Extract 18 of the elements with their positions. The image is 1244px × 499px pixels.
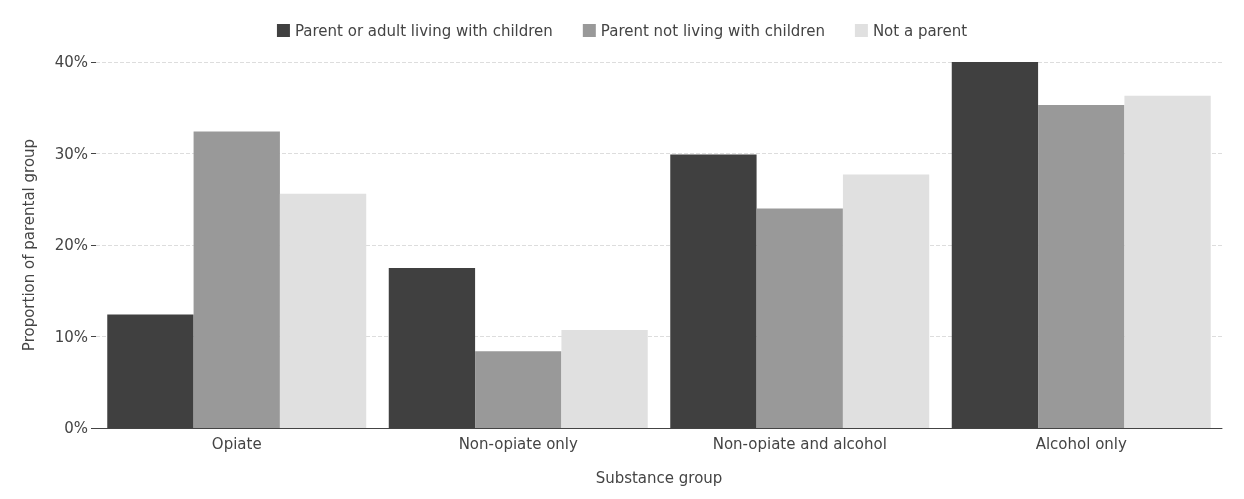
bar [193, 131, 280, 428]
y-axis-title: Proportion of parental group [19, 138, 38, 352]
y-tick-label: 40% [54, 53, 88, 71]
legend-label: Not a parent [872, 21, 968, 40]
bar [1038, 105, 1125, 428]
bar [475, 351, 562, 428]
bar [756, 208, 843, 428]
x-tick-label: Opiate [211, 434, 262, 453]
x-tick-label: Alcohol only [1035, 434, 1127, 453]
y-tick-label: 10% [54, 327, 88, 346]
x-tick-label: Non-opiate only [458, 434, 578, 453]
y-tick-label: 30% [54, 144, 88, 163]
y-tick-label: 20% [54, 236, 88, 254]
x-tick-label: Non-opiate and alcohol [712, 434, 887, 453]
y-tick-label: 0% [64, 419, 88, 437]
legend-label: Parent not living with children [600, 21, 825, 40]
x-axis-title: Substance group [595, 468, 723, 487]
legend-label: Parent or adult living with children [294, 21, 553, 40]
